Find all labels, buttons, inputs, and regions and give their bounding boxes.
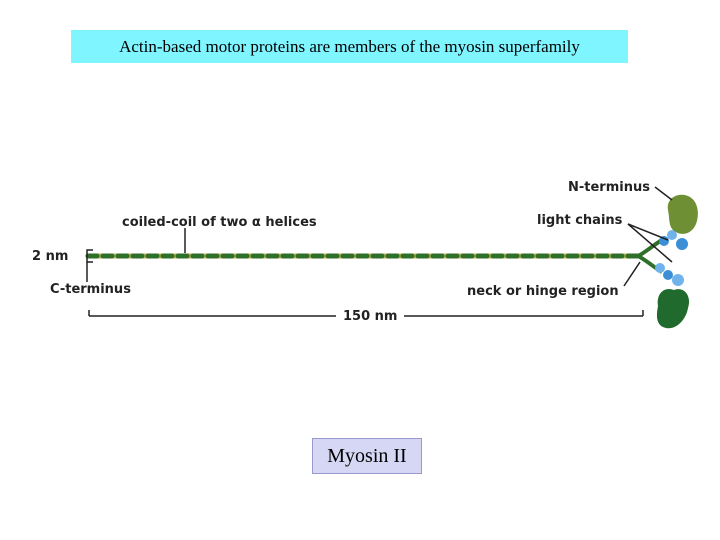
length-label: 150 nm <box>343 309 397 324</box>
light-chain-blob <box>667 230 677 240</box>
caption-label: Myosin II <box>312 438 422 474</box>
light-chains <box>655 230 688 286</box>
width-bracket <box>86 249 93 263</box>
light-chain-leader <box>627 223 673 263</box>
width-label: 2 nm <box>32 249 68 264</box>
motor-head-upper <box>667 194 698 234</box>
n-terminus-label: N-terminus <box>568 180 650 195</box>
light-chain-blob <box>672 274 684 286</box>
light-chain-blob <box>663 270 673 280</box>
neck-leader <box>623 261 641 287</box>
light-chains-label: light chains <box>537 213 623 228</box>
n-terminus-leader <box>654 186 673 201</box>
length-scale-bar <box>88 310 644 317</box>
light-chain-blob <box>659 236 669 246</box>
neck-label: neck or hinge region <box>467 284 619 299</box>
light-chain-blob <box>676 238 688 250</box>
coiled-coil-label: coiled-coil of two α helices <box>122 215 317 230</box>
c-terminus-label: C-terminus <box>50 282 131 297</box>
light-chain-blob <box>655 263 665 273</box>
light-chain-leader <box>627 223 669 241</box>
motor-head-lower <box>656 288 690 329</box>
slide-title: Actin-based motor proteins are members o… <box>71 30 628 63</box>
